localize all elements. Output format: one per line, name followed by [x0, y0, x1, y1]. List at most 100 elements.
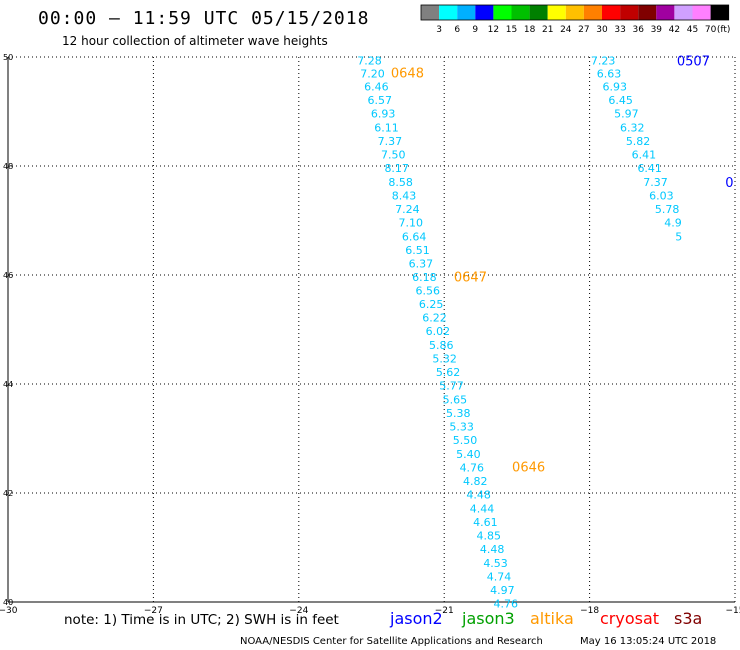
swh-value-label: 6.57 — [367, 94, 392, 107]
swh-value-label: 7.37 — [643, 176, 668, 189]
colorbar-swatch — [493, 5, 512, 20]
x-tick-label: −21 — [435, 606, 454, 616]
swh-value-label: 5.40 — [456, 448, 481, 461]
colorbar-swatch — [602, 5, 621, 20]
swh-value-label: 4.74 — [487, 570, 512, 583]
swh-value-label: 6.32 — [620, 121, 645, 134]
colorbar-label: 45 — [687, 25, 698, 35]
colorbar-unit-label: (ft) — [717, 25, 731, 35]
swh-value-label: 7.50 — [381, 149, 406, 162]
colorbar-swatch — [674, 5, 693, 20]
colorbar-label: 9 — [472, 25, 478, 35]
swh-value-label: 6.02 — [426, 325, 451, 338]
swh-value-label: 6.37 — [409, 258, 434, 271]
x-tick-label: −24 — [289, 606, 308, 616]
swh-value-label: 5.38 — [446, 407, 471, 420]
swh-value-label: 5.82 — [626, 135, 651, 148]
colorbar-swatch — [620, 5, 639, 20]
pass-time-label: 0 — [725, 176, 733, 191]
swh-value-label: 6.18 — [412, 271, 437, 284]
swh-value-label: 4.44 — [470, 502, 495, 515]
swh-value-label: 6.93 — [603, 80, 628, 93]
colorbar-swatch — [511, 5, 530, 20]
swh-value-label: 6.11 — [374, 121, 399, 134]
swh-value-label: 7.24 — [395, 203, 420, 216]
swh-value-label: 5.33 — [449, 421, 474, 434]
colorbar-label: 27 — [578, 25, 589, 35]
swh-value-label: 5.32 — [432, 352, 457, 365]
colorbar-label: 12 — [488, 25, 499, 35]
colorbar-label: 33 — [614, 25, 625, 35]
colorbar-swatch — [457, 5, 476, 20]
swh-value-label: 7.23 — [591, 54, 616, 67]
legend-cryosat: cryosat — [600, 609, 660, 628]
swh-value-label: 5.50 — [453, 434, 478, 447]
y-tick-label: 40 — [3, 598, 13, 607]
swh-value-label: 6.41 — [632, 149, 657, 162]
colorbar-label: 6 — [454, 25, 460, 35]
swh-value-label: 6.51 — [405, 244, 430, 257]
swh-value-label: 8.58 — [388, 176, 413, 189]
colorbar-swatch — [565, 5, 584, 20]
y-tick-label: 48 — [3, 162, 13, 171]
swh-value-label: 5.65 — [443, 393, 468, 406]
x-tick-label: −18 — [580, 606, 599, 616]
swh-value-label: 4.61 — [473, 516, 498, 529]
colorbar-label: 39 — [651, 25, 663, 35]
y-tick-label: 44 — [3, 380, 13, 389]
colorbar-label: 3 — [436, 25, 442, 35]
y-tick-label: 46 — [3, 271, 13, 280]
swh-value-label: 7.10 — [399, 217, 424, 230]
legend-jason3: jason3 — [462, 609, 515, 628]
swh-value-label: 6.93 — [371, 108, 396, 121]
colorbar-swatch — [656, 5, 675, 20]
swh-value-label: 4.76 — [494, 598, 519, 611]
colorbar-label: 36 — [632, 25, 644, 35]
colorbar-label: 24 — [560, 25, 572, 35]
swh-value-label: 5.78 — [655, 203, 680, 216]
swh-value-label: 5.62 — [436, 366, 461, 379]
series-altika: 7.287.206.466.576.936.117.377.508.178.58… — [357, 54, 545, 611]
swh-value-label: 6.22 — [422, 312, 447, 325]
swh-value-label: 6.03 — [649, 189, 674, 202]
x-tick-label: −27 — [144, 606, 163, 616]
swh-value-label: 5 — [675, 230, 682, 243]
note-text: note: 1) Time is in UTC; 2) SWH is in fe… — [64, 612, 339, 628]
y-tick-label: 42 — [3, 489, 13, 498]
swh-value-label: 4.48 — [466, 489, 491, 502]
colorbar-label: 30 — [596, 25, 608, 35]
x-tick-label: −30 — [0, 606, 18, 616]
colorbar-swatch — [529, 5, 548, 20]
swh-value-label: 5.86 — [429, 339, 454, 352]
colorbar-label: 21 — [542, 25, 553, 35]
colorbar-swatch — [421, 5, 440, 20]
swh-value-label: 4.76 — [460, 461, 485, 474]
swh-value-label: 4.9 — [664, 217, 682, 230]
pass-time-label: 0648 — [391, 66, 424, 81]
swh-value-label: 4.48 — [480, 543, 505, 556]
swh-value-label: 7.28 — [357, 54, 382, 67]
swh-value-label: 5.77 — [439, 380, 464, 393]
swh-value-label: 4.85 — [477, 530, 502, 543]
swh-value-label: 6.63 — [597, 67, 622, 80]
colorbar-label: 15 — [506, 25, 517, 35]
swh-value-label: 6.46 — [364, 80, 389, 93]
swh-value-label: 6.41 — [637, 162, 662, 175]
colorbar-swatch — [692, 5, 711, 20]
legend-jason2: jason2 — [390, 609, 443, 628]
colorbar-swatch — [638, 5, 657, 20]
swh-value-label: 5.97 — [614, 108, 639, 121]
colorbar-swatch — [475, 5, 494, 20]
colorbar-swatch — [439, 5, 458, 20]
colorbar-swatch — [583, 5, 602, 20]
swh-value-label: 6.45 — [608, 94, 633, 107]
colorbar-label: 70 — [705, 25, 717, 35]
swh-value-label: 4.53 — [483, 557, 508, 570]
swh-value-label: 8.17 — [384, 162, 409, 175]
x-tick-label: −15 — [726, 606, 740, 616]
pass-time-label: 0646 — [512, 460, 545, 475]
y-tick-label: 50 — [3, 53, 13, 62]
swh-value-label: 7.20 — [360, 67, 385, 80]
series-jason2: 7.236.636.936.455.976.325.826.416.417.37… — [591, 54, 734, 243]
